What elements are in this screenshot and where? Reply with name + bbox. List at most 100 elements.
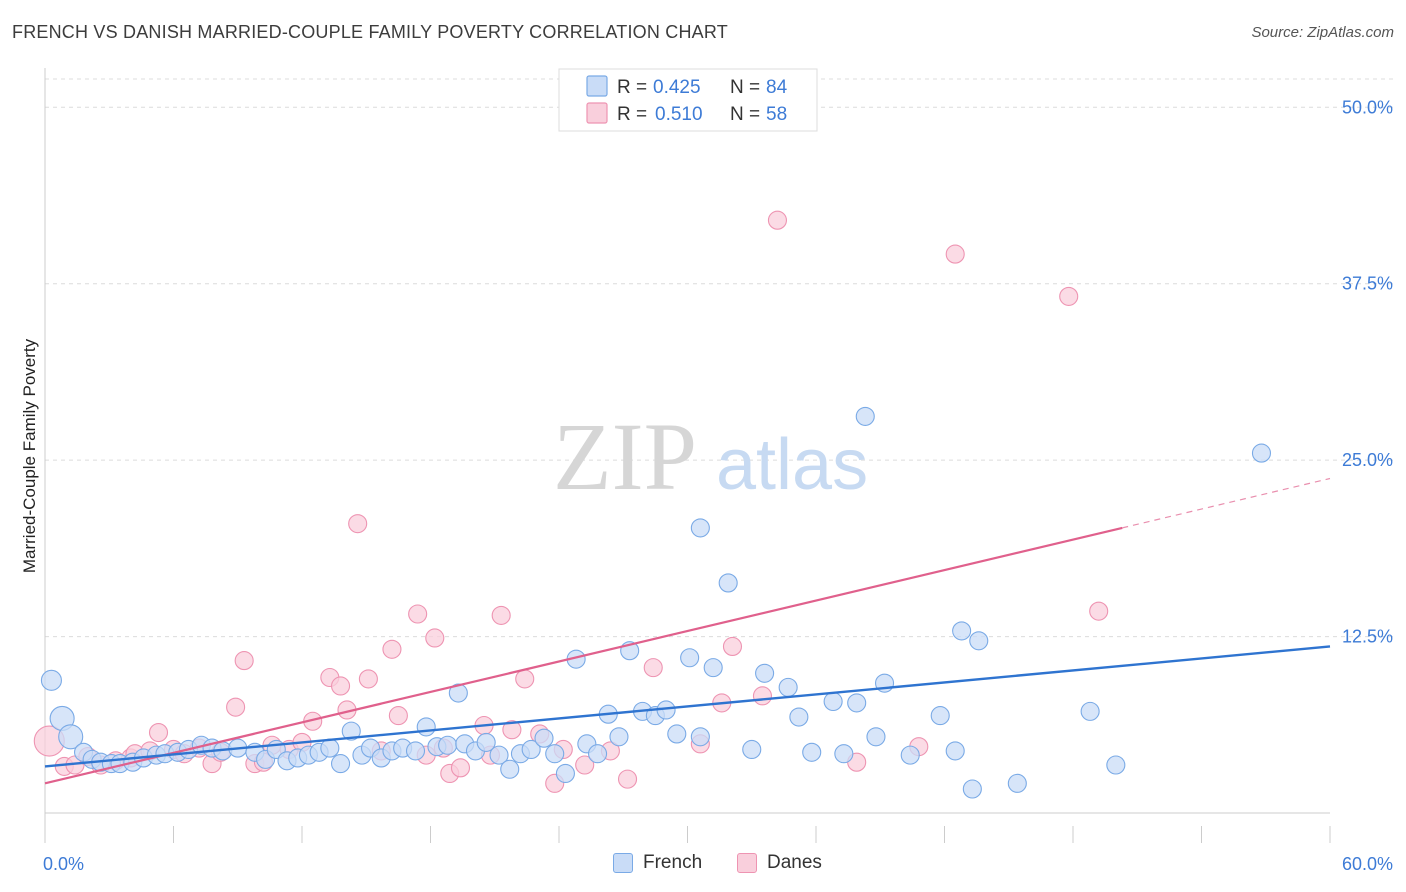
french-point — [476, 732, 496, 752]
french-point — [341, 721, 361, 741]
french-point — [500, 759, 520, 779]
legend-danes-r-label: R = — [617, 104, 647, 125]
watermark-atlas: atlas — [716, 425, 868, 505]
trend-layer — [44, 477, 1331, 785]
danes-point — [767, 210, 788, 230]
danes-point — [1089, 601, 1109, 621]
french-point — [789, 707, 809, 727]
chart-title: FRENCH VS DANISH MARRIED-COUPLE FAMILY P… — [12, 22, 728, 42]
french-point — [823, 691, 843, 712]
danes-point — [226, 697, 246, 717]
french-point — [847, 693, 867, 713]
danes-point — [752, 686, 773, 706]
danes-point — [408, 604, 428, 624]
correlation-legend: R = 0.425 N = 84 R = 0.510 N = 58 — [558, 68, 818, 132]
source-label: Source: ZipAtlas.com — [1251, 24, 1394, 41]
french-point — [448, 683, 468, 703]
french-points — [40, 406, 1272, 799]
french-point — [58, 724, 84, 750]
legend-danes-n-label: N = — [730, 104, 760, 125]
y-tick-label: 25.0% — [1342, 450, 1393, 470]
legend-danes-n-value: 58 — [766, 104, 787, 125]
french-point — [718, 573, 738, 593]
x-tick-label-max: 60.0% — [1342, 854, 1393, 874]
danes-point — [722, 636, 743, 657]
french-point — [742, 739, 762, 760]
danes-trend-line — [44, 526, 1123, 785]
french-point — [945, 741, 965, 761]
danes-point — [330, 676, 351, 696]
french-point — [1007, 773, 1027, 793]
legend-danes-r-value: 0.510 — [655, 104, 703, 125]
french-point — [969, 631, 989, 651]
danes-point — [388, 706, 408, 726]
french-point — [40, 669, 62, 691]
watermark: ZIP atlas — [553, 403, 868, 510]
french-point — [834, 744, 854, 764]
french-trend-line — [44, 645, 1331, 768]
danes-point — [575, 755, 595, 775]
danes-point — [148, 722, 169, 743]
french-point — [320, 738, 340, 758]
danes-point — [945, 244, 965, 264]
danes-point — [617, 769, 638, 789]
y-tick-label: 50.0% — [1342, 97, 1393, 117]
danes-point — [643, 658, 663, 678]
danes-point — [515, 669, 535, 689]
french-point — [416, 717, 436, 737]
danes-swatch — [737, 853, 757, 873]
legend-french-n-value: 84 — [766, 77, 788, 98]
y-tick-label: 12.5% — [1342, 627, 1393, 647]
danes-legend-label: Danes — [767, 852, 822, 873]
series-legend: French Danes — [0, 852, 1406, 878]
danes-trend-extension — [1122, 477, 1331, 529]
french-point — [667, 724, 687, 744]
danes-point — [348, 514, 368, 534]
axis-layer — [44, 68, 1331, 843]
french-point — [1251, 443, 1272, 463]
y-tick-label: 37.5% — [1342, 274, 1393, 294]
french-point — [900, 745, 920, 765]
french-swatch — [613, 853, 633, 873]
french-point — [680, 648, 700, 668]
french-point — [690, 518, 710, 538]
grid-layer — [45, 78, 1393, 638]
danes-point — [425, 628, 445, 648]
danes-point — [234, 651, 254, 671]
danes-point — [358, 669, 378, 689]
french-point — [930, 706, 950, 726]
x-tick-label-min: 0.0% — [43, 854, 84, 874]
french-point — [489, 745, 509, 765]
french-point — [1080, 701, 1100, 721]
french-point — [609, 727, 629, 747]
french-point — [952, 621, 972, 641]
legend-danes-swatch — [586, 102, 608, 124]
french-point — [545, 744, 565, 764]
watermark-zip: ZIP — [553, 403, 697, 510]
danes-point — [450, 758, 471, 778]
legend-french-swatch — [586, 75, 608, 97]
danes-point — [1059, 286, 1079, 306]
french-point — [802, 742, 822, 762]
french-point — [330, 754, 351, 774]
french-point — [703, 658, 723, 678]
french-legend-label: French — [643, 852, 703, 873]
french-point — [866, 727, 886, 747]
french-point — [1106, 755, 1126, 775]
french-point — [438, 735, 458, 755]
danes-point — [382, 639, 402, 659]
french-point — [690, 727, 710, 747]
legend-french-r-label: R = — [617, 77, 647, 98]
french-point — [587, 744, 608, 764]
french-point — [778, 677, 798, 697]
legend-french-n-label: N = — [730, 77, 760, 98]
series-legend-french: French — [613, 852, 702, 874]
french-point — [755, 663, 775, 683]
french-point — [855, 406, 875, 426]
french-point — [405, 741, 426, 761]
danes-point — [491, 605, 511, 625]
series-legend-danes: Danes — [737, 852, 822, 874]
tick-label-layer: 12.5% 25.0% 37.5% 50.0% 0.0% 60.0% — [43, 97, 1393, 874]
french-point — [521, 739, 541, 760]
